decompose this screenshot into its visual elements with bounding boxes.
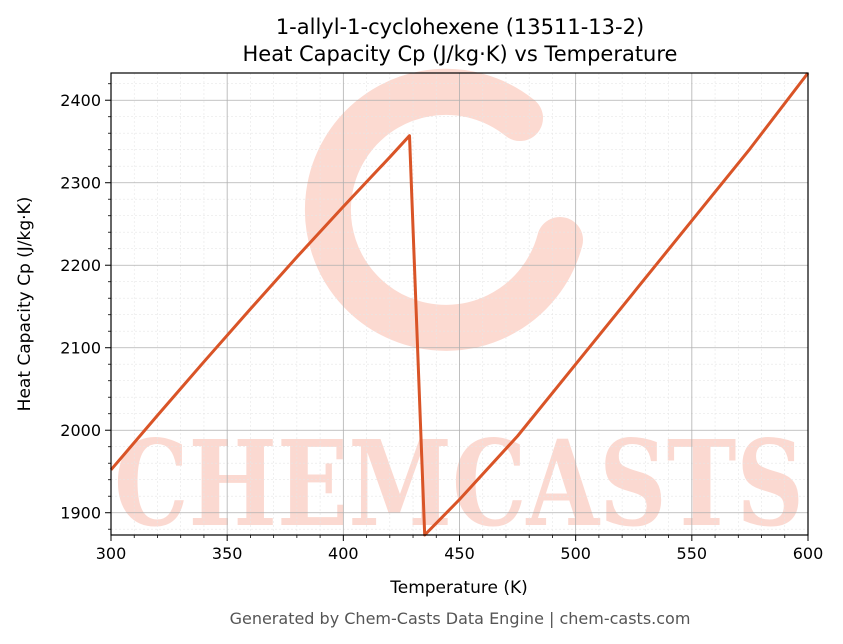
- y-tick-label: 2400: [60, 91, 101, 110]
- chart-title: 1-allyl-1-cyclohexene (13511-13-2): [276, 15, 644, 39]
- x-tick-label: 600: [793, 544, 824, 563]
- chart-subtitle: Heat Capacity Cp (J/kg·K) vs Temperature: [243, 42, 678, 66]
- y-tick-label: 1900: [60, 504, 101, 523]
- series-line: [109, 72, 810, 537]
- x-tick-label: 350: [212, 544, 243, 563]
- x-tick-label: 550: [677, 544, 708, 563]
- x-tick-label: 450: [444, 544, 475, 563]
- y-tick-label: 2300: [60, 174, 101, 193]
- watermark-ring-icon: [304, 68, 583, 351]
- x-tick-label: 300: [96, 544, 127, 563]
- y-axis: 1900 2000 2100 2200 2300 2400: [60, 83, 111, 530]
- footer-credit: Generated by Chem-Casts Data Engine | ch…: [230, 609, 691, 628]
- y-tick-label: 2000: [60, 421, 101, 440]
- x-tick-label: 500: [560, 544, 591, 563]
- x-tick-label: 400: [328, 544, 359, 563]
- y-tick-label: 2200: [60, 256, 101, 275]
- y-tick-label: 2100: [60, 339, 101, 358]
- x-axis: 300 350 400 450 500 550 600: [96, 535, 824, 563]
- y-axis-label: Heat Capacity Cp (J/kg·K): [15, 197, 35, 412]
- major-grid: [111, 73, 808, 535]
- watermark: CHEMCASTS: [114, 68, 804, 553]
- watermark-text: CHEMCASTS: [114, 414, 804, 553]
- x-axis-label: Temperature (K): [389, 578, 528, 598]
